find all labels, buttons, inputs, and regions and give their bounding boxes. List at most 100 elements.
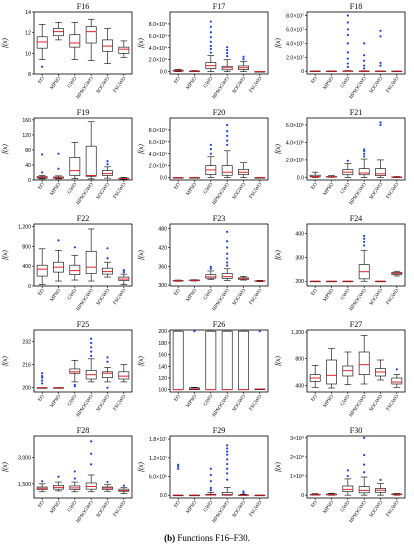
box-fsgwo bbox=[254, 177, 266, 179]
x-tick-label: FSGWO bbox=[248, 76, 263, 95]
outlier-point bbox=[106, 163, 109, 166]
box-body bbox=[85, 250, 97, 274]
x-tick-label: FSGWO bbox=[385, 500, 400, 519]
outlier-point bbox=[363, 67, 366, 70]
plot-frame bbox=[33, 435, 133, 499]
x-tick-label: EO bbox=[173, 288, 182, 297]
outlier-point bbox=[226, 130, 229, 133]
x-tick-label: MPSO bbox=[322, 394, 335, 409]
x-tick-label: SOGWO bbox=[231, 394, 247, 413]
box-sogwo bbox=[238, 490, 249, 496]
outlier-point bbox=[209, 44, 212, 48]
box-fsgwo bbox=[254, 494, 266, 497]
box-hpsogwo bbox=[358, 234, 370, 282]
x-tick-label: SOGWO bbox=[368, 76, 384, 95]
box-mpso bbox=[53, 22, 64, 41]
plot-frame bbox=[306, 329, 406, 393]
y-tick-label: 180 bbox=[158, 341, 167, 347]
outlier-point bbox=[106, 360, 109, 363]
outlier-point bbox=[363, 471, 366, 474]
x-tick-label: MPSO bbox=[322, 288, 335, 303]
box-sogwo bbox=[238, 55, 249, 72]
box-gwo bbox=[205, 20, 217, 72]
box-mpso bbox=[189, 330, 200, 390]
x-tick-label: SOGWO bbox=[231, 288, 247, 307]
box-hpsogwo bbox=[221, 124, 233, 178]
x-tick-label: MPSO bbox=[49, 500, 62, 515]
y-tick-label: 1,500 bbox=[18, 482, 31, 488]
box-body bbox=[118, 371, 130, 380]
outlier-point bbox=[73, 383, 76, 386]
outlier-point bbox=[226, 134, 229, 137]
y-tick-label: 12 bbox=[25, 31, 31, 37]
caption-label: (b) bbox=[164, 533, 176, 543]
x-tick-label: EO bbox=[310, 394, 319, 403]
chart-title: F18 bbox=[350, 2, 362, 11]
box-body bbox=[326, 359, 337, 385]
outlier-point bbox=[346, 474, 349, 478]
box-eo bbox=[36, 24, 48, 68]
outlier-point bbox=[363, 150, 366, 153]
outlier-point bbox=[226, 252, 229, 255]
box-gwo bbox=[205, 330, 217, 391]
x-tick-label: EO bbox=[173, 394, 182, 403]
y-tick-label: 8 bbox=[28, 72, 31, 78]
plot-frame bbox=[306, 435, 406, 499]
y-tick-label: 8.0×10⁴ bbox=[149, 128, 167, 134]
chart-title: F21 bbox=[350, 108, 362, 117]
box-hpsogwo bbox=[85, 337, 97, 383]
y-tick-label: 1,200 bbox=[18, 224, 31, 230]
chart-title: F24 bbox=[350, 214, 362, 223]
outlier-point bbox=[379, 61, 382, 64]
x-tick-label: EO bbox=[310, 500, 319, 509]
x-tick-label: MPSO bbox=[322, 500, 335, 515]
y-tick-label: 0 bbox=[28, 284, 31, 290]
x-tick-label: GWO bbox=[339, 181, 351, 195]
box-gwo bbox=[205, 143, 217, 178]
box-eo bbox=[309, 171, 321, 178]
y-tick-label: 40 bbox=[25, 163, 31, 169]
outlier-point bbox=[41, 171, 44, 174]
outlier-point bbox=[226, 52, 229, 55]
outlier-point bbox=[41, 372, 44, 375]
y-tick-label: 8.0×10⁷ bbox=[286, 13, 304, 19]
box-fsgwo bbox=[118, 269, 130, 285]
box-body bbox=[238, 330, 249, 390]
chart-title: F26 bbox=[213, 320, 225, 329]
box-hpsogwo bbox=[85, 18, 97, 61]
x-tick-label: FSGWO bbox=[112, 182, 127, 201]
outlier-point bbox=[226, 467, 229, 470]
box-eo bbox=[36, 248, 48, 285]
outlier-point bbox=[90, 337, 93, 340]
y-tick-label: 232 bbox=[22, 340, 31, 346]
plot-frame bbox=[169, 11, 269, 75]
box-hpsogwo bbox=[221, 230, 233, 281]
outlier-point bbox=[209, 489, 212, 492]
outlier-point bbox=[41, 379, 44, 382]
outlier-point bbox=[90, 341, 93, 345]
y-tick-label: 4.0×10⁵ bbox=[286, 140, 304, 146]
box-eo bbox=[172, 330, 184, 391]
outlier-point bbox=[90, 463, 93, 466]
outlier-point bbox=[226, 46, 229, 49]
x-tick-label: GWO bbox=[66, 393, 78, 407]
chart-title: F28 bbox=[77, 426, 89, 435]
box-mpso bbox=[326, 175, 337, 178]
outlier-point bbox=[41, 65, 44, 68]
box-sogwo bbox=[102, 28, 113, 64]
box-mpso bbox=[53, 475, 64, 492]
y-tick-label: 6.0×10⁷ bbox=[286, 27, 304, 33]
box-fsgwo bbox=[118, 484, 130, 494]
chart-title: F30 bbox=[350, 426, 362, 435]
outlier-point bbox=[379, 478, 382, 481]
outlier-point bbox=[177, 465, 180, 468]
y-tick-label: 120 bbox=[158, 376, 167, 382]
box-body bbox=[118, 46, 130, 54]
outlier-point bbox=[209, 51, 212, 54]
x-tick-label: GWO bbox=[339, 75, 351, 89]
outlier-point bbox=[90, 346, 93, 349]
y-axis-label: f(x) bbox=[1, 143, 9, 153]
box-gwo bbox=[205, 467, 217, 496]
